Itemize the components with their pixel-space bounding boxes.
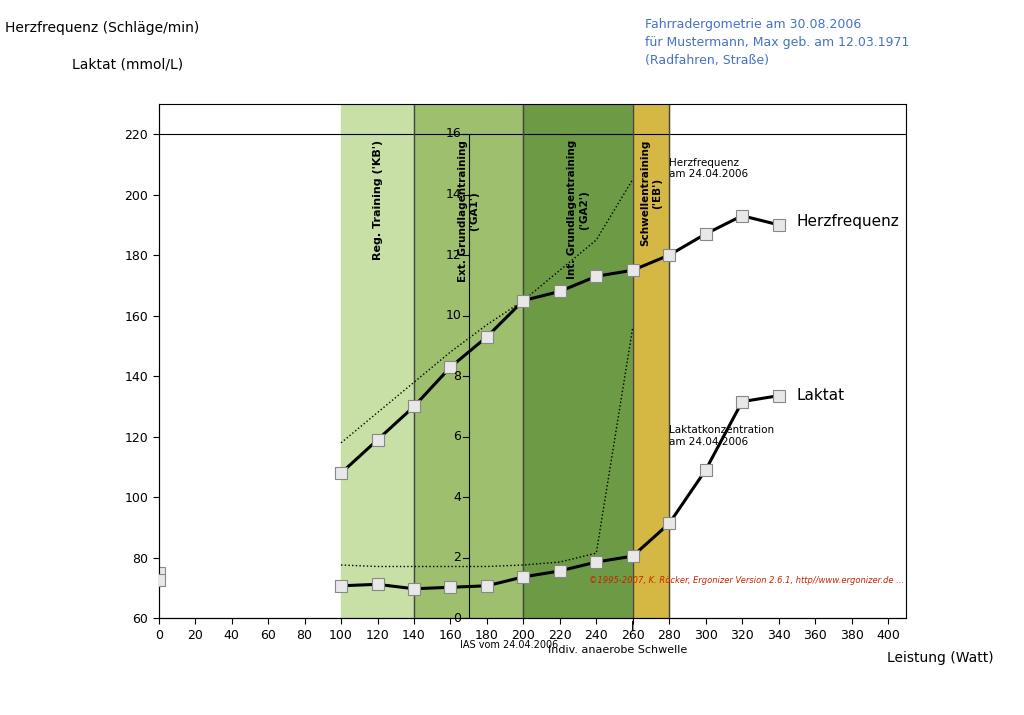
Text: Herzfrequenz
am 24.04.2006: Herzfrequenz am 24.04.2006 [670,158,749,179]
Text: Herzfrequenz: Herzfrequenz [797,214,900,230]
Bar [633,104,670,618]
Text: Ext. Grundlagentraining
('GA1'): Ext. Grundlagentraining ('GA1') [458,140,479,282]
Bar [414,104,523,618]
Text: Fahrradergometrie am 30.08.2006
für Mustermann, Max geb. am 12.03.1971
(Radfahre: Fahrradergometrie am 30.08.2006 für Must… [645,18,909,67]
Text: 10: 10 [445,309,462,322]
Text: 16: 16 [445,127,462,140]
Text: Schwellentraining
('EB'): Schwellentraining ('EB') [640,140,662,247]
Text: Indiv. anaerobe Schwelle: Indiv. anaerobe Schwelle [548,645,687,655]
Text: Leistung (Watt): Leistung (Watt) [887,651,993,665]
Text: Int. Grundlagentraining
('GA2'): Int. Grundlagentraining ('GA2') [567,140,589,280]
Text: 14: 14 [445,188,462,201]
Text: IAS vom 24.04.2006: IAS vom 24.04.2006 [460,640,558,650]
Text: 4: 4 [454,490,462,504]
Text: 12: 12 [445,249,462,262]
Text: 6: 6 [454,430,462,443]
Text: Laktat (mmol/L): Laktat (mmol/L) [72,57,183,72]
Text: Laktatkonzentration
am 24.04.2006: Laktatkonzentration am 24.04.2006 [670,425,774,447]
Text: 0: 0 [454,612,462,625]
Text: ©1995-2007, K. Röcker, Ergonizer Version 2.6.1, http//www.ergonizer.de ...: ©1995-2007, K. Röcker, Ergonizer Version… [589,576,904,585]
Bar [523,104,633,618]
Text: Herzfrequenz (Schläge/min): Herzfrequenz (Schläge/min) [5,21,200,36]
Text: Reg. Training ('KB'): Reg. Training ('KB') [373,140,383,260]
Bar [341,104,414,618]
Text: 2: 2 [454,551,462,564]
Text: Laktat: Laktat [797,388,845,403]
Text: 8: 8 [454,370,462,383]
